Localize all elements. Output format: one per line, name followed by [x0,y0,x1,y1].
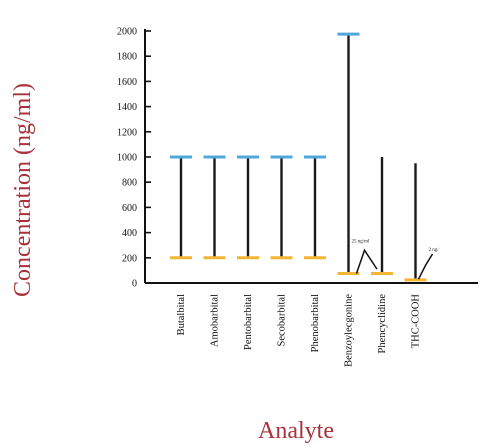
y-tick-label: 1600 [117,77,137,88]
callout-line [417,253,434,280]
y-tick-label: 1000 [117,153,137,164]
y-tick-label: 200 [122,253,137,264]
x-tick-label: Secobarbital [277,294,288,347]
x-tick-label: Phencyclidine [377,294,388,354]
annotation-label: 2 ng/ [429,248,440,253]
x-tick-label: Butalbital [176,294,187,335]
x-axis: Butalbital Amobarbital Pentobarbital Secoba… [145,282,478,367]
annotation-label: 25 ng/ml [352,240,371,245]
x-tick-label: Phenobarbital [310,294,321,352]
x-tick-label: Benzoylecgonine [344,294,355,367]
y-tick-label: 400 [122,228,137,239]
y-axis: 0 200 400 600 800 1000 1200 1400 1600 1800 2000 [117,27,151,290]
callout-line [355,248,378,274]
x-tick-label: Pentobarbital [243,294,254,350]
y-tick-label: 1200 [117,127,137,138]
y-axis-title: Concentration (ng/ml) [10,83,36,297]
x-axis-title: Analyte [258,418,334,444]
y-tick-label: 1400 [117,102,137,113]
y-tick-label: 0 [132,279,137,290]
y-tick-label: 1800 [117,52,137,63]
x-tick-label: THC-COOH [411,294,422,349]
y-tick-label: 2000 [117,27,137,38]
y-tick-label: 600 [122,203,137,214]
range-series [170,32,427,282]
annotations: 25 ng/ml 2 ng/ [352,240,440,280]
y-tick-label: 800 [122,178,137,189]
x-tick-label: Amobarbital [210,294,221,347]
